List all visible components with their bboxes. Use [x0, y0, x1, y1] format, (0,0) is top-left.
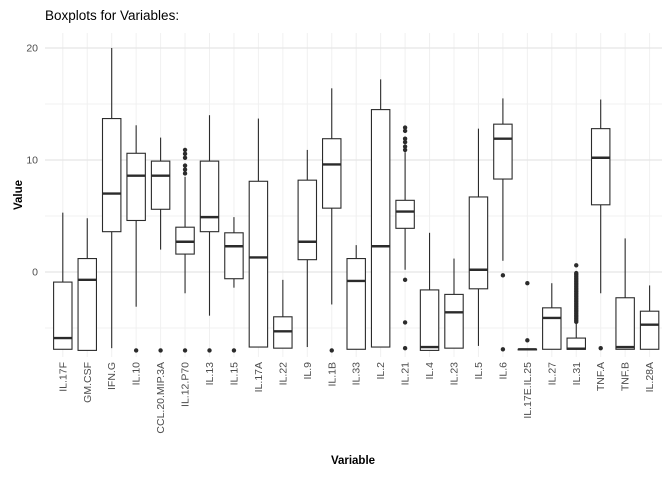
box-IFN.G [101, 118, 122, 233]
x-category-label: CCL.20.MIP.3A [155, 362, 167, 434]
box-IL.6 [493, 123, 513, 180]
box-TNF.B [615, 297, 635, 350]
x-category-label: IL.17F [57, 362, 69, 392]
x-category-label: IL.12.P70 [180, 362, 192, 407]
outlier-point [500, 273, 506, 278]
x-category-label: IL.10 [131, 362, 143, 386]
box-IL.17A [248, 180, 269, 348]
box-IL.21 [395, 199, 415, 229]
x-category-label: IL.17E.IL.25 [522, 362, 534, 419]
outlier-point [182, 155, 188, 160]
outlier-point [598, 345, 603, 351]
outlier-point [402, 147, 408, 153]
outlier-point [402, 320, 408, 325]
y-tick-label: 10 [26, 155, 38, 167]
box-IL.13 [199, 160, 220, 233]
x-category-label: IL.28A [644, 362, 656, 392]
box-TNF.A [590, 128, 611, 206]
box-IL.17F [53, 281, 73, 350]
y-tick-label: 0 [32, 267, 38, 279]
x-category-label: IL.23 [449, 362, 461, 386]
x-category-label: IL.2 [375, 362, 387, 380]
x-category-label: GM.CSF [82, 362, 94, 403]
box-IL.2 [370, 109, 391, 348]
box-IL.15 [224, 232, 244, 280]
x-category-label: IL.13 [204, 362, 216, 386]
box-IL.1B [321, 138, 342, 209]
outlier-point [158, 348, 163, 353]
outlier-point [402, 144, 408, 149]
outlier-point [182, 171, 188, 176]
x-axis-title: Variable [330, 455, 376, 467]
outlier-point [525, 281, 530, 286]
outlier-point [329, 348, 334, 353]
x-category-label: TNF.A [595, 362, 607, 391]
x-category-label: IL.5 [473, 362, 485, 380]
outlier-point [207, 348, 212, 353]
x-category-label: IFN.G [106, 362, 118, 390]
outlier-point [402, 345, 408, 351]
chart-title: Boxplots for Variables: [45, 8, 180, 23]
outlier-point [402, 136, 408, 141]
x-category-label: IL.4 [424, 362, 436, 380]
box-CCL.20.MIP.3A [150, 160, 171, 210]
outlier-point [500, 347, 506, 352]
box-IL.27 [542, 307, 562, 350]
outlier-point [525, 338, 530, 343]
box-IL.9 [297, 179, 318, 261]
outlier-point [574, 263, 579, 268]
box-IL.4 [419, 289, 440, 351]
box-IL.5 [468, 196, 489, 290]
x-category-label: IL.21 [400, 362, 412, 386]
x-category-label: IL.9 [302, 362, 314, 380]
outlier-point [182, 167, 188, 172]
outlier-point [182, 147, 188, 153]
x-category-label: IL.22 [277, 362, 289, 386]
x-category-label: IL.27 [546, 362, 558, 386]
outlier-point [402, 128, 408, 134]
outlier-point [133, 348, 139, 353]
x-category-label: IL.15 [228, 362, 240, 386]
x-category-label: IL.17A [253, 362, 265, 392]
outlier-point [402, 125, 408, 130]
box-IL.10 [126, 152, 146, 222]
x-category-label: IL.1B [326, 362, 338, 387]
y-tick-label: 20 [26, 43, 38, 55]
outlier-point [182, 348, 188, 353]
x-category-label: TNF.B [620, 362, 632, 391]
outlier-point [182, 163, 188, 168]
box-IL.33 [346, 258, 366, 350]
outlier-point [402, 277, 408, 283]
box-IL.28A [639, 310, 660, 350]
x-category-label: IL.31 [571, 362, 583, 386]
box-GM.CSF [77, 258, 98, 351]
outlier-point [182, 151, 188, 157]
outlier-point [574, 319, 579, 325]
x-category-label: IL.6 [497, 362, 509, 380]
outlier-point [402, 139, 408, 145]
box-IL.23 [444, 293, 464, 349]
outlier-point [231, 348, 237, 353]
x-category-label: IL.33 [351, 362, 363, 386]
